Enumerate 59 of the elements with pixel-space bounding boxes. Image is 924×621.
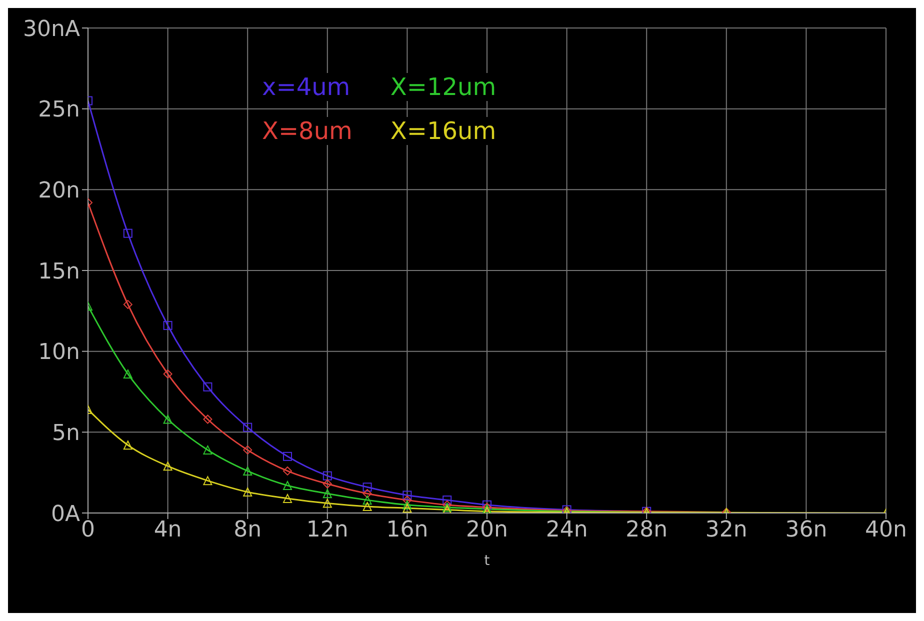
x-tick-label: 8n — [234, 518, 262, 543]
x-tick-label: 20n — [466, 518, 508, 543]
point — [442, 496, 452, 505]
point — [163, 414, 172, 424]
y-tick-label: 20n — [38, 178, 80, 204]
point — [482, 500, 492, 510]
point — [203, 445, 212, 454]
x-tick-label: 28n — [626, 518, 668, 543]
point — [362, 489, 372, 498]
point — [322, 498, 332, 508]
x-tick-label: 36n — [785, 518, 828, 543]
point — [123, 369, 132, 378]
point — [283, 481, 292, 490]
y-tick-label: 10n — [38, 340, 80, 366]
point — [362, 496, 372, 505]
point — [283, 452, 292, 461]
point — [402, 500, 412, 510]
point — [322, 471, 332, 480]
point — [163, 369, 172, 378]
point — [402, 504, 412, 513]
y-tick-label: 5n — [52, 420, 80, 446]
point — [123, 440, 132, 450]
point — [243, 422, 252, 432]
point — [123, 228, 132, 238]
x-tick-label: 32n — [705, 518, 748, 543]
point — [362, 502, 372, 512]
x-axis-title: t — [484, 553, 490, 569]
point — [203, 414, 212, 424]
x-tick-label: 16n — [386, 518, 428, 543]
point — [283, 466, 292, 476]
point — [322, 479, 332, 488]
text: X=16um — [386, 117, 500, 145]
point — [402, 496, 412, 505]
point — [163, 462, 172, 471]
x-tick-label: 4n — [154, 518, 182, 543]
point — [442, 505, 452, 513]
point — [203, 382, 212, 392]
point — [163, 320, 172, 330]
point — [402, 490, 412, 500]
x-tick-label: 0 — [81, 518, 95, 543]
point — [203, 476, 212, 486]
x-tick-label: 12n — [306, 518, 348, 543]
point — [123, 300, 132, 309]
text: X=8um — [258, 117, 356, 145]
point — [243, 487, 252, 496]
x-tick-label: 24n — [546, 518, 588, 543]
point — [243, 445, 252, 454]
point — [362, 482, 372, 492]
y-tick-label: 25n — [38, 98, 80, 123]
y-tick-label: 0A — [50, 502, 80, 527]
point — [322, 489, 332, 498]
text: X=12um — [386, 73, 500, 101]
x-tick-label: 40n — [865, 518, 907, 543]
y-tick-label: 30nA — [23, 16, 80, 42]
text: x=4um — [258, 73, 356, 101]
point — [283, 494, 292, 503]
point — [243, 466, 252, 476]
point — [442, 500, 452, 510]
y-tick-label: 15n — [38, 259, 80, 284]
